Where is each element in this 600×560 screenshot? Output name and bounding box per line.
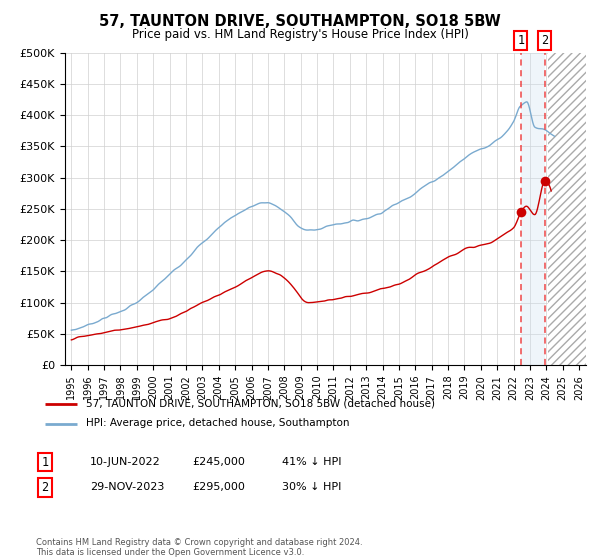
Bar [521, 53, 545, 365]
Text: 1: 1 [517, 34, 524, 47]
Bar [548, 53, 587, 365]
Text: 29-NOV-2023: 29-NOV-2023 [90, 482, 164, 492]
Text: 30% ↓ HPI: 30% ↓ HPI [282, 482, 341, 492]
Text: £245,000: £245,000 [192, 457, 245, 467]
Text: Contains HM Land Registry data © Crown copyright and database right 2024.
This d: Contains HM Land Registry data © Crown c… [36, 538, 362, 557]
Text: Price paid vs. HM Land Registry's House Price Index (HPI): Price paid vs. HM Land Registry's House … [131, 28, 469, 41]
Text: £295,000: £295,000 [192, 482, 245, 492]
Text: 2: 2 [541, 34, 548, 47]
Text: 1: 1 [41, 455, 49, 469]
Text: 2: 2 [41, 480, 49, 494]
Text: 57, TAUNTON DRIVE, SOUTHAMPTON, SO18 5BW: 57, TAUNTON DRIVE, SOUTHAMPTON, SO18 5BW [99, 14, 501, 29]
Text: 57, TAUNTON DRIVE, SOUTHAMPTON, SO18 5BW (detached house): 57, TAUNTON DRIVE, SOUTHAMPTON, SO18 5BW… [86, 399, 434, 409]
Text: 41% ↓ HPI: 41% ↓ HPI [282, 457, 341, 467]
Text: 10-JUN-2022: 10-JUN-2022 [90, 457, 161, 467]
Text: HPI: Average price, detached house, Southampton: HPI: Average price, detached house, Sout… [86, 418, 349, 428]
